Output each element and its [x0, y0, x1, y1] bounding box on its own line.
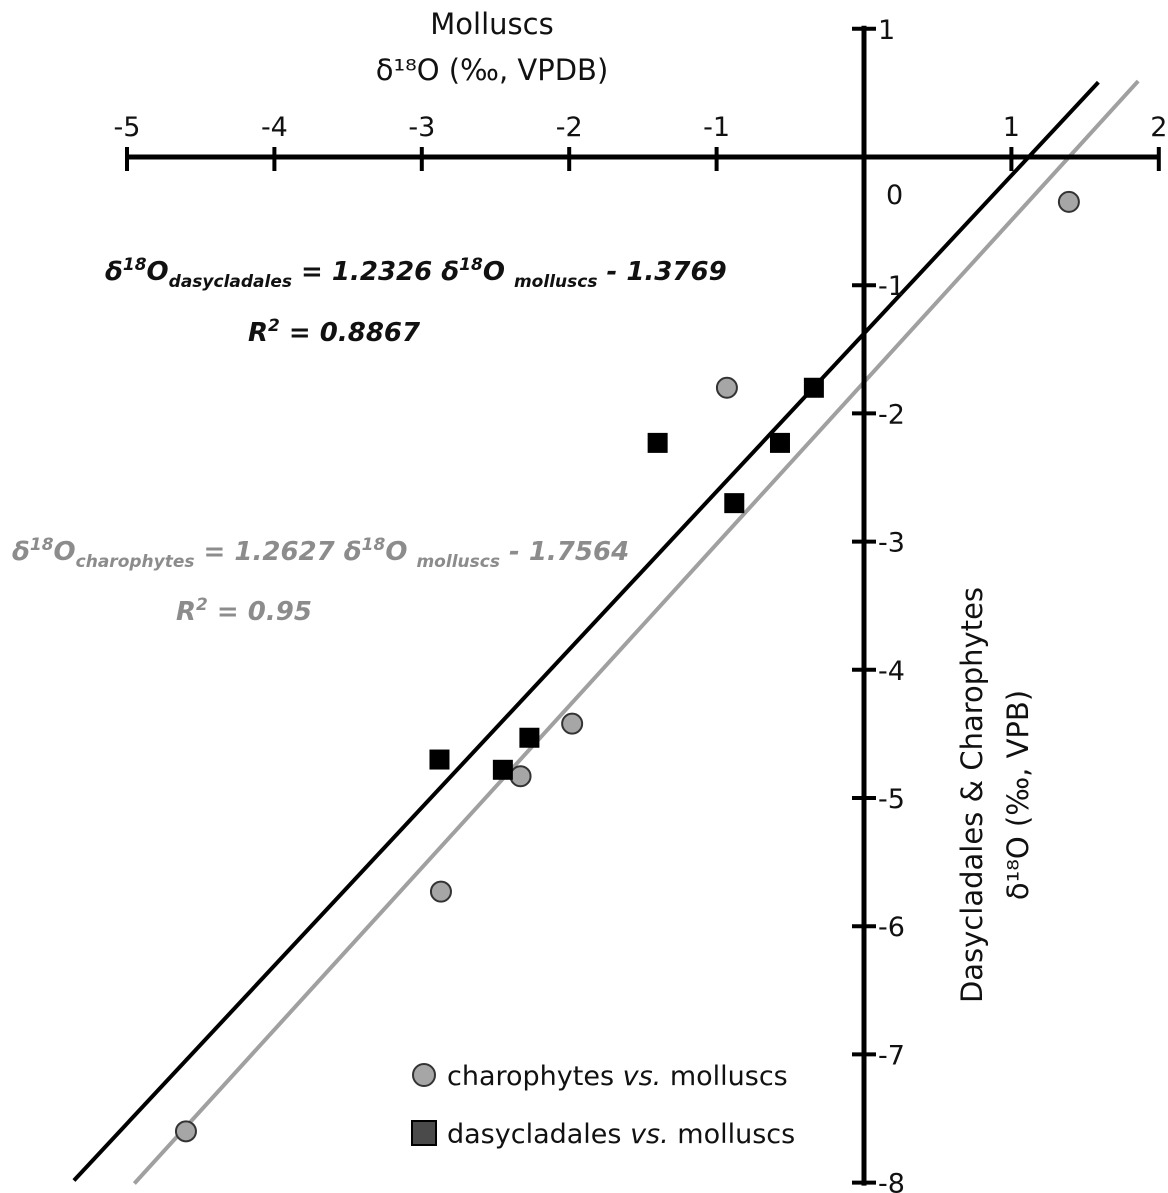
fit-line-dasycladales — [72, 80, 1100, 1182]
legend-marker-square — [411, 1120, 437, 1146]
x-tick-label: 2 — [1150, 112, 1167, 143]
legend-marker-circle — [412, 1063, 436, 1087]
y-tick-label: -1 — [878, 271, 905, 302]
fit-lines — [72, 79, 1140, 1185]
point-dasycladales — [724, 493, 745, 514]
y-axis-title: Dasycladales & Charophytes — [955, 587, 989, 1003]
equation-charophytes: δ18Ocharophytes = 1.2627 δ18O molluscs -… — [12, 535, 629, 572]
point-charophytes — [429, 880, 452, 903]
legend: charophytes vs. molluscs dasycladales vs.… — [411, 1061, 795, 1150]
axis-titles: Molluscs δ¹⁸O (‰, VPDB) Dasycladales & Cha… — [376, 7, 1035, 1003]
y-tick-label: -3 — [878, 528, 905, 559]
x-tick-label: -4 — [261, 112, 288, 143]
y-tick-label: -7 — [878, 1040, 905, 1071]
point-dasycladales — [519, 727, 540, 748]
point-dasycladales — [429, 749, 450, 770]
x-axis-title: Molluscs — [430, 7, 553, 41]
y-tick-label: -5 — [878, 784, 905, 815]
x-tick-label: 1 — [1003, 112, 1020, 143]
equations: δ18Odasycladales = 1.2326 δ18O molluscs … — [12, 255, 727, 627]
point-dasycladales — [803, 377, 824, 398]
r-squared-charophytes: R2 = 0.95 — [176, 595, 312, 627]
y-tick-label: -6 — [878, 912, 905, 943]
y-tick-label: -8 — [878, 1169, 905, 1193]
point-charophytes — [715, 376, 738, 399]
axes: -5 -4 -3 -2 -1 1 2 1 0 -1 -2 -3 -4 -5 -6 -7 -8 — [114, 15, 1168, 1193]
y-axis-unit: δ¹⁸O (‰, VPB) — [1001, 690, 1035, 900]
y-tick-label: -4 — [878, 656, 905, 687]
y-tick-label: 0 — [886, 180, 903, 211]
point-dasycladales — [492, 759, 513, 780]
x-tick-label: -3 — [408, 112, 435, 143]
x-tick-label: -1 — [703, 112, 730, 143]
data-points — [174, 190, 1080, 1143]
legend-label: charophytes vs. molluscs — [447, 1061, 788, 1092]
point-dasycladales — [769, 432, 790, 453]
point-charophytes — [509, 765, 532, 788]
point-charophytes — [174, 1120, 197, 1143]
y-tick-label: 1 — [878, 15, 895, 46]
y-tick-label: -2 — [878, 399, 905, 430]
x-axis-unit: δ¹⁸O (‰, VPDB) — [376, 53, 609, 87]
legend-label: dasycladales vs. molluscs — [447, 1119, 795, 1150]
x-tick-label: -2 — [556, 112, 583, 143]
point-dasycladales — [647, 432, 668, 453]
fit-line-charophytes — [132, 79, 1140, 1185]
point-charophytes — [561, 712, 584, 735]
x-tick-label: -5 — [114, 112, 141, 143]
point-charophytes — [1057, 190, 1080, 213]
r-squared-dasycladales: R2 = 0.8867 — [248, 316, 421, 348]
equation-dasycladales: δ18Odasycladales = 1.2326 δ18O molluscs … — [105, 255, 727, 292]
